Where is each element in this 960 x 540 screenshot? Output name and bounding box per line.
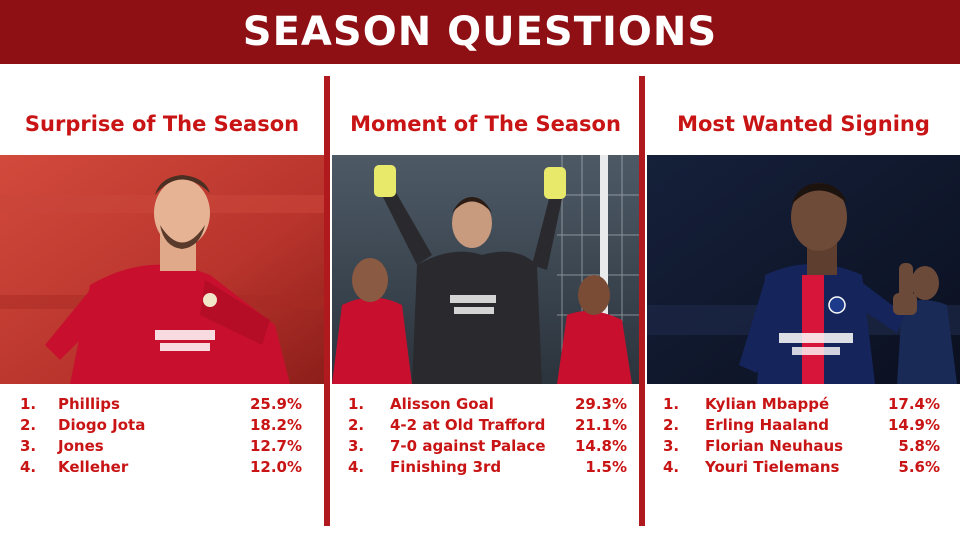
rank-number: 3. xyxy=(20,436,37,455)
list-item: 4. Kelleher 12.0% xyxy=(0,456,324,477)
candidate-name: Kelleher xyxy=(58,457,129,476)
list-item: 1. Phillips 25.9% xyxy=(0,393,324,414)
rank-number: 1. xyxy=(348,394,365,413)
candidate-name: Florian Neuhaus xyxy=(705,436,844,455)
vote-percent: 18.2% xyxy=(249,415,302,434)
list-item: 1. Alisson Goal 29.3% xyxy=(332,393,639,414)
rank-number: 2. xyxy=(20,415,37,434)
rank-number: 4. xyxy=(20,457,37,476)
rank-number: 4. xyxy=(348,457,365,476)
rank-number: 3. xyxy=(663,436,680,455)
candidate-name: Phillips xyxy=(58,394,120,413)
vote-percent: 29.3% xyxy=(574,394,627,413)
list-item: 2. Diogo Jota 18.2% xyxy=(0,414,324,435)
list-item: 4. Finishing 3rd 1.5% xyxy=(332,456,639,477)
rank-number: 2. xyxy=(663,415,680,434)
list-item: 2. Erling Haaland 14.9% xyxy=(647,414,960,435)
candidate-name: 7-0 against Palace xyxy=(390,436,546,455)
candidate-name: Alisson Goal xyxy=(390,394,494,413)
vote-percent: 1.5% xyxy=(585,457,627,476)
rank-number: 1. xyxy=(20,394,37,413)
most-wanted-signing-column: Most Wanted Signing xyxy=(647,64,960,540)
rank-number: 2. xyxy=(348,415,365,434)
surprise-of-season-column: Surprise of The Season xyxy=(0,64,324,540)
rankings-list: 1. Kylian Mbappé 17.4% 2. Erling Haaland… xyxy=(647,393,960,477)
candidate-name: Youri Tielemans xyxy=(705,457,840,476)
rankings-list: 1. Alisson Goal 29.3% 2. 4-2 at Old Traf… xyxy=(332,393,639,477)
player-in-navy-kit-thumbs-up-photo xyxy=(647,155,960,384)
page-title: SEASON QUESTIONS xyxy=(242,9,718,55)
rank-number: 3. xyxy=(348,436,365,455)
vote-percent: 14.9% xyxy=(887,415,940,434)
column-title: Most Wanted Signing xyxy=(677,112,930,136)
vote-percent: 21.1% xyxy=(574,415,627,434)
candidate-name: Kylian Mbappé xyxy=(705,394,830,413)
vote-percent: 12.7% xyxy=(249,436,302,455)
list-item: 4. Youri Tielemans 5.6% xyxy=(647,456,960,477)
vote-percent: 14.8% xyxy=(574,436,627,455)
list-item: 3. Florian Neuhaus 5.8% xyxy=(647,435,960,456)
rank-number: 1. xyxy=(663,394,680,413)
candidate-name: Erling Haaland xyxy=(705,415,830,434)
list-item: 3. 7-0 against Palace 14.8% xyxy=(332,435,639,456)
list-item: 1. Kylian Mbappé 17.4% xyxy=(647,393,960,414)
vote-percent: 5.8% xyxy=(898,436,940,455)
goalkeeper-celebration-photo xyxy=(332,155,639,384)
vote-percent: 17.4% xyxy=(887,394,940,413)
column-divider xyxy=(324,76,330,526)
rankings-list: 1. Phillips 25.9% 2. Diogo Jota 18.2% 3.… xyxy=(0,393,324,477)
vote-percent: 25.9% xyxy=(249,394,302,413)
candidate-name: Finishing 3rd xyxy=(390,457,502,476)
title-banner: SEASON QUESTIONS xyxy=(0,0,960,64)
column-title: Moment of The Season xyxy=(350,112,621,136)
candidate-name: 4-2 at Old Trafford xyxy=(390,415,546,434)
column-divider xyxy=(639,76,645,526)
candidate-name: Diogo Jota xyxy=(58,415,146,434)
vote-percent: 5.6% xyxy=(898,457,940,476)
column-title: Surprise of The Season xyxy=(24,112,300,136)
player-in-red-kit-photo xyxy=(0,155,324,384)
moment-of-season-column: Moment of The Season xyxy=(332,64,639,540)
list-item: 2. 4-2 at Old Trafford 21.1% xyxy=(332,414,639,435)
vote-percent: 12.0% xyxy=(249,457,302,476)
list-item: 3. Jones 12.7% xyxy=(0,435,324,456)
candidate-name: Jones xyxy=(58,436,104,455)
rank-number: 4. xyxy=(663,457,680,476)
